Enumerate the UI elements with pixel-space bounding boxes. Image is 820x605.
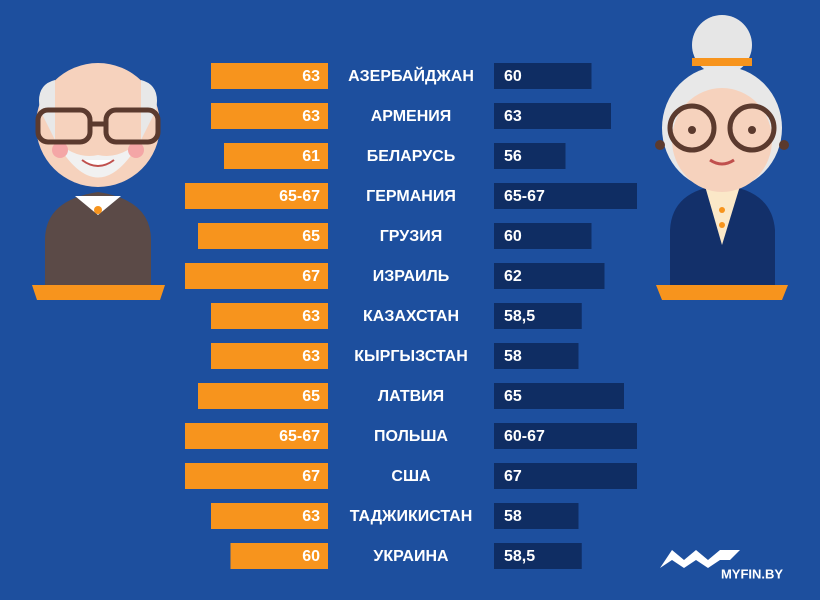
bar <box>230 543 328 569</box>
bar <box>494 383 624 409</box>
grandmother-illustration <box>655 15 789 300</box>
category-label: КЫРГЫЗСТАН <box>354 348 468 365</box>
grandfather-illustration <box>32 63 165 300</box>
category-label: УКРАИНА <box>373 548 449 565</box>
bar <box>494 223 592 249</box>
value-label: 67 <box>302 468 320 485</box>
value-label: 67 <box>504 468 522 485</box>
logo: MYFIN.BY <box>660 550 783 581</box>
bar <box>494 543 582 569</box>
category-label: ГРУЗИЯ <box>380 228 443 245</box>
value-label: 56 <box>504 148 522 165</box>
bar <box>224 143 328 169</box>
value-label: 63 <box>302 308 320 325</box>
value-label: 58,5 <box>504 548 535 565</box>
value-label: 61 <box>302 148 320 165</box>
bar <box>211 303 328 329</box>
bar <box>185 183 328 209</box>
bar <box>185 423 328 449</box>
category-label: АЗЕРБАЙДЖАН <box>348 66 474 85</box>
value-label: 67 <box>302 268 320 285</box>
value-label: 65-67 <box>279 188 320 205</box>
bar <box>185 263 328 289</box>
bar <box>494 303 582 329</box>
value-label: 63 <box>302 108 320 125</box>
value-label: 58,5 <box>504 308 535 325</box>
category-label: ИЗРАИЛЬ <box>373 268 450 285</box>
bar <box>198 383 328 409</box>
bar <box>494 423 637 449</box>
bar <box>211 103 328 129</box>
bar <box>494 503 579 529</box>
value-label: 63 <box>302 508 320 525</box>
bar <box>494 463 637 489</box>
value-label: 65 <box>302 228 320 245</box>
category-label: БЕЛАРУСЬ <box>367 148 455 165</box>
value-label: 60 <box>302 548 320 565</box>
bar <box>494 143 566 169</box>
bar <box>211 503 328 529</box>
category-label: ПОЛЬША <box>374 428 448 445</box>
category-label: ГЕРМАНИЯ <box>366 188 456 205</box>
value-label: 60 <box>504 228 522 245</box>
category-label: ЛАТВИЯ <box>378 388 444 405</box>
value-label: 65-67 <box>279 428 320 445</box>
value-label: 58 <box>504 508 522 525</box>
logo-text: MYFIN.BY <box>721 566 783 581</box>
bar <box>494 103 611 129</box>
value-label: 62 <box>504 268 522 285</box>
value-label: 65 <box>302 388 320 405</box>
value-label: 60-67 <box>504 428 545 445</box>
category-label: ТАДЖИКИСТАН <box>350 508 473 525</box>
bar <box>494 263 605 289</box>
value-label: 65-67 <box>504 188 545 205</box>
category-label: США <box>391 468 431 485</box>
bar <box>198 223 328 249</box>
value-label: 65 <box>504 388 522 405</box>
value-label: 63 <box>302 348 320 365</box>
value-label: 63 <box>504 108 522 125</box>
bar <box>211 63 328 89</box>
value-label: 60 <box>504 68 522 85</box>
bar <box>494 183 637 209</box>
value-label: 58 <box>504 348 522 365</box>
category-label: КАЗАХСТАН <box>363 308 459 325</box>
bar <box>494 63 592 89</box>
bar <box>494 343 579 369</box>
category-label: АРМЕНИЯ <box>371 108 452 125</box>
value-label: 63 <box>302 68 320 85</box>
bar <box>211 343 328 369</box>
bar <box>185 463 328 489</box>
